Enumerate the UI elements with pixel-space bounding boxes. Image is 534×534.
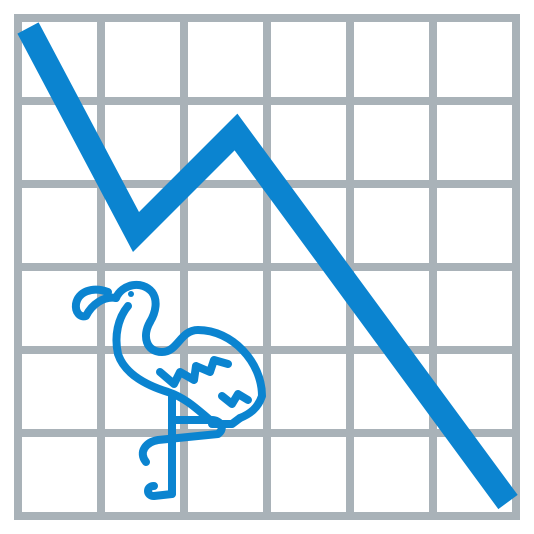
declining-trend-line-icon <box>17 22 518 510</box>
grid <box>14 14 520 520</box>
flamingo-icon <box>71 280 266 500</box>
